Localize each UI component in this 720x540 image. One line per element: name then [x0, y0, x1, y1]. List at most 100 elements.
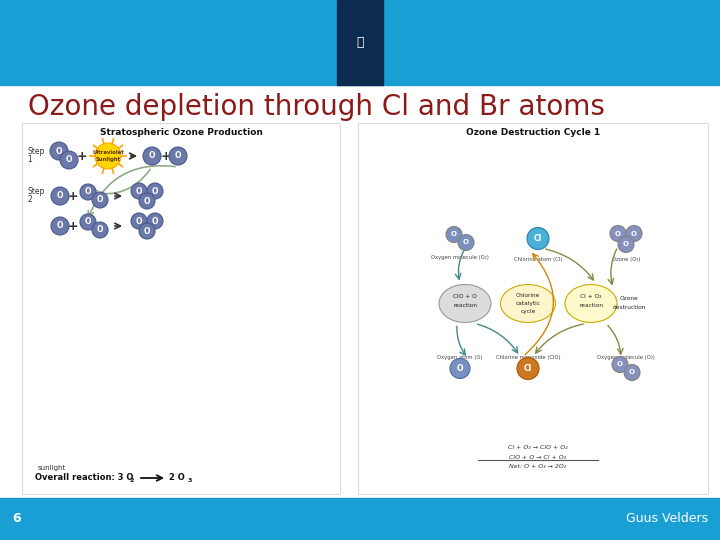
- Bar: [0, 0, 720, 85]
- Circle shape: [143, 147, 161, 165]
- Circle shape: [626, 226, 642, 241]
- Circle shape: [95, 143, 121, 169]
- Text: Oxygen molecule (O₂): Oxygen molecule (O₂): [597, 354, 655, 360]
- Text: O: O: [615, 231, 621, 237]
- Text: Stratospheric Ozone Production: Stratospheric Ozone Production: [99, 128, 262, 137]
- Circle shape: [147, 213, 163, 229]
- Text: O: O: [631, 231, 637, 237]
- Circle shape: [458, 234, 474, 251]
- Text: Ozone (O₃): Ozone (O₃): [612, 258, 640, 262]
- Text: O: O: [144, 197, 150, 206]
- Text: destruction: destruction: [612, 305, 646, 310]
- Text: O: O: [55, 146, 62, 156]
- Text: Overall reaction: 3 O: Overall reaction: 3 O: [35, 474, 133, 483]
- Text: Cl: Cl: [524, 364, 532, 373]
- Text: ClO + O: ClO + O: [453, 294, 477, 299]
- Text: Net: O + O₃ → 2O₂: Net: O + O₃ → 2O₂: [509, 464, 567, 469]
- Text: reaction: reaction: [579, 303, 603, 308]
- Text: 👑: 👑: [356, 36, 364, 49]
- Text: O: O: [623, 241, 629, 247]
- Circle shape: [51, 187, 69, 205]
- Text: +: +: [161, 150, 171, 163]
- Text: O: O: [85, 187, 91, 197]
- Bar: [358, 123, 708, 494]
- Text: O: O: [456, 364, 463, 373]
- Text: Ultraviolet: Ultraviolet: [92, 151, 124, 156]
- Circle shape: [60, 151, 78, 169]
- Text: Cl + O₃: Cl + O₃: [580, 294, 602, 299]
- Text: O: O: [629, 369, 635, 375]
- Circle shape: [139, 223, 155, 239]
- Circle shape: [446, 226, 462, 242]
- Text: sunlight: sunlight: [38, 465, 66, 471]
- Text: Cl: Cl: [534, 234, 542, 243]
- Text: 1: 1: [27, 156, 32, 165]
- Circle shape: [92, 192, 108, 208]
- Text: O: O: [152, 186, 158, 195]
- Text: Oxygen molecule (O₂): Oxygen molecule (O₂): [431, 254, 489, 260]
- Text: +: +: [68, 219, 78, 233]
- Text: O: O: [66, 156, 72, 165]
- Text: O: O: [136, 217, 143, 226]
- Ellipse shape: [439, 285, 491, 322]
- Text: O: O: [152, 217, 158, 226]
- Circle shape: [610, 226, 626, 241]
- Circle shape: [147, 183, 163, 199]
- Text: 6: 6: [12, 512, 21, 525]
- Circle shape: [612, 356, 628, 373]
- Text: ClO + O → Cl + O₂: ClO + O → Cl + O₂: [510, 455, 567, 460]
- Text: O: O: [175, 152, 181, 160]
- Text: Ozone depletion through Cl and Br atoms: Ozone depletion through Cl and Br atoms: [28, 93, 605, 121]
- Text: Chlorine atom (Cl): Chlorine atom (Cl): [514, 258, 562, 262]
- Text: Sunlight: Sunlight: [96, 158, 120, 163]
- Text: Ozone: Ozone: [620, 296, 639, 301]
- Circle shape: [50, 142, 68, 160]
- Text: Step: Step: [27, 186, 45, 195]
- Text: Chlorine monoxide (ClO): Chlorine monoxide (ClO): [495, 354, 560, 360]
- Text: Ozone Destruction Cycle 1: Ozone Destruction Cycle 1: [466, 128, 600, 137]
- Text: 3: 3: [188, 478, 192, 483]
- Circle shape: [92, 222, 108, 238]
- Bar: [337, 0, 383, 85]
- Circle shape: [51, 217, 69, 235]
- Text: O: O: [144, 226, 150, 235]
- Circle shape: [80, 184, 96, 200]
- Text: O: O: [451, 232, 457, 238]
- Text: O: O: [463, 240, 469, 246]
- Text: reaction: reaction: [453, 303, 477, 308]
- Text: Oxygen atom (O): Oxygen atom (O): [437, 354, 482, 360]
- Circle shape: [450, 359, 470, 379]
- Text: Step: Step: [27, 146, 45, 156]
- Circle shape: [131, 213, 147, 229]
- Text: O: O: [617, 361, 623, 368]
- Text: cycle: cycle: [521, 309, 536, 314]
- Circle shape: [131, 183, 147, 199]
- Text: O: O: [85, 218, 91, 226]
- Text: O: O: [149, 152, 156, 160]
- Bar: [22, 123, 340, 494]
- Text: 2: 2: [27, 195, 32, 205]
- Text: O: O: [136, 186, 143, 195]
- Text: O: O: [57, 221, 63, 231]
- Text: O: O: [57, 192, 63, 200]
- Text: +: +: [77, 150, 87, 163]
- Bar: [0, 498, 720, 540]
- Text: O: O: [96, 195, 103, 205]
- Ellipse shape: [565, 285, 617, 322]
- Circle shape: [624, 364, 640, 381]
- Text: Guus Velders: Guus Velders: [626, 512, 708, 525]
- Circle shape: [618, 237, 634, 253]
- Ellipse shape: [500, 285, 556, 322]
- Text: Cl + O₃ → ClO + O₂: Cl + O₃ → ClO + O₂: [508, 445, 568, 450]
- Circle shape: [169, 147, 187, 165]
- Circle shape: [517, 357, 539, 380]
- Text: 2: 2: [130, 478, 135, 483]
- Text: Chlorine: Chlorine: [516, 293, 540, 298]
- Text: 2 O: 2 O: [169, 474, 185, 483]
- Text: O: O: [96, 226, 103, 234]
- Circle shape: [139, 193, 155, 209]
- Text: +: +: [68, 190, 78, 202]
- Circle shape: [527, 227, 549, 249]
- Circle shape: [80, 214, 96, 230]
- Text: catalytic: catalytic: [516, 301, 541, 306]
